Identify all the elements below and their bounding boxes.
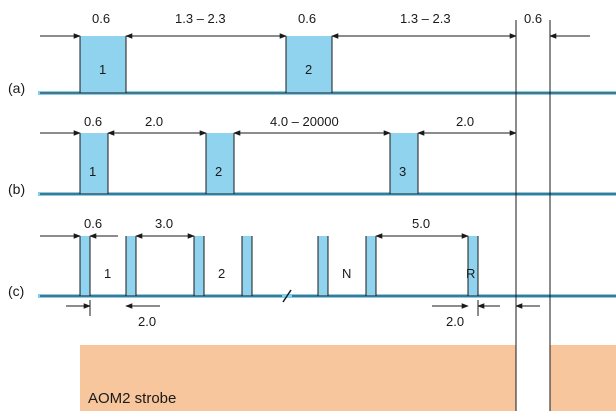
dim-c-top-0: 0.6 <box>84 216 102 231</box>
strobe-label: AOM2 strobe <box>88 390 176 407</box>
pulse-a-2 <box>286 36 332 93</box>
pulse-label-b-3: 3 <box>399 164 406 179</box>
pulse-label-b-2: 2 <box>215 164 222 179</box>
dim-b-2: 4.0 – 20000 <box>270 114 339 129</box>
dim-a-4: 0.6 <box>524 11 542 26</box>
dim-c-top-1: 3.0 <box>155 216 173 231</box>
dim-c-top-2: 5.0 <box>412 216 430 231</box>
row-b: (b) 1 2 3 0.6 2.0 4.0 – 20000 2.0 <box>8 114 616 197</box>
pulse-label-c-r: R <box>466 266 475 281</box>
pulse-label-a-1: 1 <box>99 62 106 77</box>
pulse-label-a-2: 2 <box>305 62 312 77</box>
pulse-label-c-1: 1 <box>104 266 111 281</box>
dim-a-2: 0.6 <box>298 11 316 26</box>
dim-b-1: 2.0 <box>145 114 163 129</box>
dim-a-0: 0.6 <box>92 11 110 26</box>
row-label-a: (a) <box>8 80 25 96</box>
pulse-a-1 <box>80 36 126 93</box>
pulse-b-1 <box>80 133 108 194</box>
pulse-label-b-1: 1 <box>89 164 96 179</box>
pulse-b-3 <box>390 133 418 194</box>
pulse-c-1b <box>126 236 136 296</box>
pulse-c-na <box>318 236 328 296</box>
row-a: (a) 1 2 0.6 1.3 – 2.3 0.6 1.3 – 2.3 0.6 <box>8 11 616 96</box>
dim-c-bottom-1: 2.0 <box>446 314 464 329</box>
dim-b-0: 0.6 <box>84 114 102 129</box>
pulse-b-2 <box>206 133 234 194</box>
axis-break-mark <box>282 289 292 303</box>
strobe-gap <box>516 345 550 411</box>
row-label-c: (c) <box>8 283 24 299</box>
row-c: (c) 1 2 N R 0.6 3.0 5.0 2.0 2.0 <box>8 216 616 329</box>
dim-b-3: 2.0 <box>456 114 474 129</box>
pulse-c-nb <box>366 236 376 296</box>
pulse-c-1a <box>80 236 90 296</box>
pulse-c-2a <box>194 236 204 296</box>
pulse-c-r <box>468 236 478 296</box>
dim-a-3: 1.3 – 2.3 <box>400 11 451 26</box>
row-label-b: (b) <box>8 181 25 197</box>
pulse-c-2b <box>242 236 252 296</box>
pulse-label-c-n: N <box>342 266 351 281</box>
dim-c-bottom-0: 2.0 <box>138 314 156 329</box>
dim-a-1: 1.3 – 2.3 <box>175 11 226 26</box>
pulse-label-c-2: 2 <box>218 266 225 281</box>
